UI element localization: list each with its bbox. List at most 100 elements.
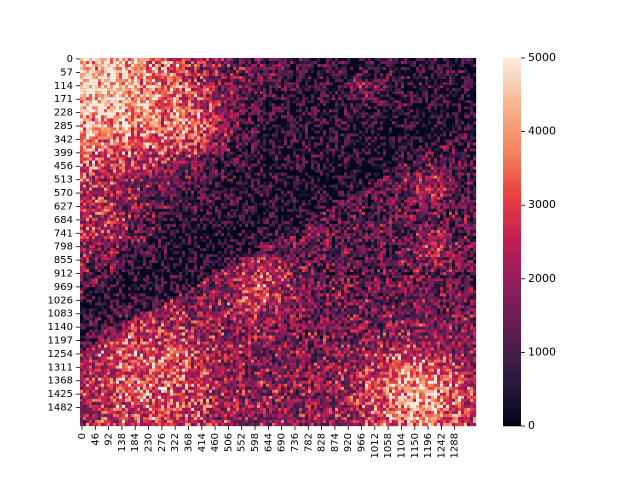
heatmap-cell — [455, 73, 458, 76]
heatmap-cell — [320, 115, 323, 118]
heatmap-cell — [425, 100, 428, 103]
heatmap-cell — [89, 79, 92, 82]
heatmap-cell — [299, 61, 302, 64]
heatmap-cell — [197, 88, 200, 91]
heatmap-cell — [470, 148, 473, 151]
heatmap-cell — [242, 142, 245, 145]
heatmap-cell — [341, 118, 344, 121]
heatmap-cell — [191, 142, 194, 145]
heatmap-cell — [338, 112, 341, 115]
heatmap-cell — [209, 158, 212, 161]
heatmap-cell — [200, 79, 203, 82]
heatmap-cell — [269, 115, 272, 118]
heatmap-cell — [185, 118, 188, 121]
heatmap-cell — [353, 61, 356, 64]
heatmap-cell — [263, 152, 266, 155]
heatmap-cell — [113, 124, 116, 127]
heatmap-cell — [314, 127, 317, 130]
heatmap-cell — [317, 136, 320, 139]
heatmap-cell — [362, 161, 365, 164]
heatmap-cell — [167, 64, 170, 67]
heatmap-cell — [209, 152, 212, 155]
heatmap-cell — [311, 64, 314, 67]
heatmap-cell — [284, 88, 287, 91]
heatmap-cell — [467, 158, 470, 161]
heatmap-cell — [251, 94, 254, 97]
heatmap-cell — [455, 91, 458, 94]
heatmap-cell — [452, 167, 455, 170]
heatmap-cell — [275, 76, 278, 79]
heatmap-cell — [401, 124, 404, 127]
heatmap-cell — [188, 88, 191, 91]
heatmap-cell — [200, 161, 203, 164]
heatmap-cell — [440, 67, 443, 70]
heatmap-cell — [299, 112, 302, 115]
heatmap-cell — [323, 109, 326, 112]
heatmap-cell — [467, 155, 470, 158]
heatmap-cell — [449, 88, 452, 91]
heatmap-cell — [425, 133, 428, 136]
heatmap-cell — [311, 164, 314, 167]
heatmap-cell — [404, 67, 407, 70]
heatmap-cell — [146, 145, 149, 148]
heatmap-cell — [197, 76, 200, 79]
heatmap-cell — [191, 155, 194, 158]
heatmap-cell — [350, 148, 353, 151]
heatmap-cell — [428, 97, 431, 100]
heatmap-cell — [323, 142, 326, 145]
heatmap-cell — [122, 106, 125, 109]
heatmap-cell — [323, 79, 326, 82]
heatmap-cell — [356, 164, 359, 167]
heatmap-cell — [110, 73, 113, 76]
heatmap-cell — [251, 170, 254, 173]
heatmap-cell — [131, 161, 134, 164]
heatmap-cell — [134, 97, 137, 100]
heatmap-cell — [347, 109, 350, 112]
heatmap-cell — [413, 82, 416, 85]
heatmap-cell — [455, 155, 458, 158]
heatmap-cell — [317, 58, 320, 61]
heatmap-cell — [356, 88, 359, 91]
heatmap-cell — [92, 130, 95, 133]
heatmap-cell — [323, 161, 326, 164]
heatmap-cell — [98, 76, 101, 79]
heatmap-cell — [269, 152, 272, 155]
heatmap-cell — [425, 130, 428, 133]
heatmap-cell — [80, 133, 83, 136]
heatmap-cell — [122, 142, 125, 145]
heatmap-cell — [293, 76, 296, 79]
heatmap-cell — [452, 100, 455, 103]
heatmap-cell — [281, 58, 284, 61]
heatmap-cell — [323, 121, 326, 124]
heatmap-cell — [404, 94, 407, 97]
heatmap-cell — [215, 58, 218, 61]
heatmap-cell — [446, 58, 449, 61]
heatmap-cell — [392, 142, 395, 145]
heatmap-cell — [362, 136, 365, 139]
heatmap-cell — [323, 76, 326, 79]
heatmap-cell — [347, 139, 350, 142]
heatmap-cell — [434, 133, 437, 136]
heatmap-cell — [446, 133, 449, 136]
heatmap-cell — [305, 109, 308, 112]
heatmap-cell — [374, 79, 377, 82]
heatmap-cell — [320, 106, 323, 109]
heatmap-cell — [128, 91, 131, 94]
heatmap-cell — [311, 136, 314, 139]
heatmap-cell — [356, 94, 359, 97]
heatmap-cell — [125, 112, 128, 115]
heatmap-cell — [113, 109, 116, 112]
heatmap-cell — [323, 106, 326, 109]
heatmap-cell — [356, 155, 359, 158]
heatmap-cell — [434, 61, 437, 64]
heatmap-cell — [443, 91, 446, 94]
heatmap-cell — [128, 61, 131, 64]
heatmap-cell — [305, 97, 308, 100]
heatmap-cell — [296, 61, 299, 64]
heatmap-cell — [314, 158, 317, 161]
heatmap-cell — [413, 64, 416, 67]
heatmap-cell — [458, 91, 461, 94]
heatmap-cell — [311, 161, 314, 164]
heatmap-cell — [224, 145, 227, 148]
heatmap-cell — [98, 136, 101, 139]
